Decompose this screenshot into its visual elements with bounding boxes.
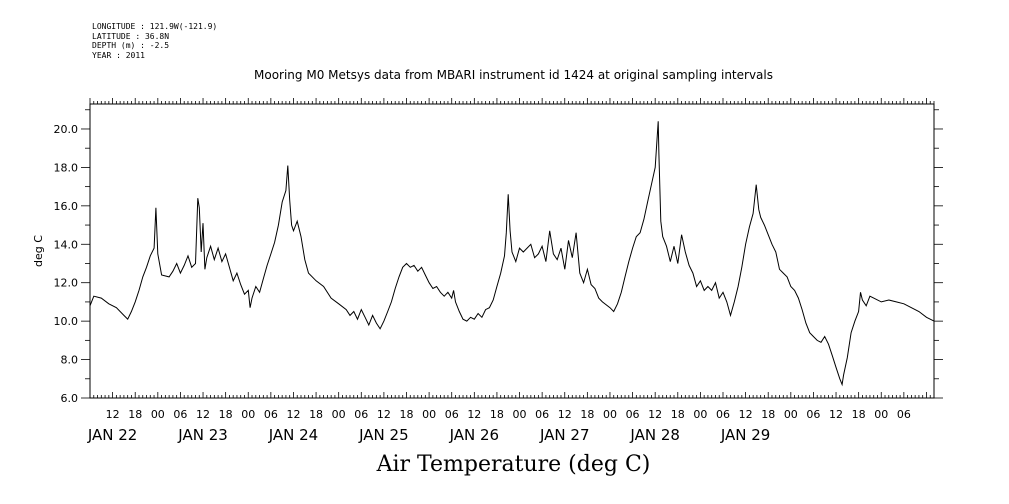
- day-label: JAN 24: [268, 426, 319, 444]
- y-tick-labels: 6.0 8.0 10.0 12.0 14.0 16.0 18.0 20.0: [54, 123, 79, 405]
- day-label: JAN 29: [720, 426, 771, 444]
- x-tick-label: 00: [603, 408, 617, 421]
- x-tick-label: 12: [286, 408, 300, 421]
- chart-title: Mooring M0 Metsys data from MBARI instru…: [254, 68, 773, 82]
- x-tick-label: 12: [106, 408, 120, 421]
- x-tick-label: 06: [806, 408, 820, 421]
- x-tick-label: 18: [128, 408, 142, 421]
- x-tick-label: 12: [377, 408, 391, 421]
- x-tick-label: 18: [400, 408, 414, 421]
- metadata-block: LONGITUDE : 121.9W(-121.9) LATITUDE : 36…: [92, 22, 217, 60]
- x-tick-label: 18: [490, 408, 504, 421]
- x-tick-label: 12: [196, 408, 210, 421]
- y-tick-label: 16.0: [54, 200, 79, 213]
- x-tick-label: 18: [761, 408, 775, 421]
- y-tick-label: 18.0: [54, 161, 79, 174]
- day-label: JAN 28: [629, 426, 680, 444]
- x-tick-label: 00: [422, 408, 436, 421]
- x-tick-label: 18: [852, 408, 866, 421]
- y-tick-label: 8.0: [61, 354, 79, 367]
- x-tick-label: 06: [535, 408, 549, 421]
- y-tick-label: 14.0: [54, 238, 79, 251]
- day-label: JAN 25: [358, 426, 409, 444]
- x-tick-label: 00: [241, 408, 255, 421]
- x-tick-label: 06: [897, 408, 911, 421]
- x-tick-label: 12: [829, 408, 843, 421]
- x-tick-label: 18: [309, 408, 323, 421]
- x-tick-label: 00: [151, 408, 165, 421]
- year-label: YEAR : 2011: [92, 50, 145, 60]
- x-tick-label: 00: [693, 408, 707, 421]
- x-tick-label: 06: [626, 408, 640, 421]
- x-tick-label: 06: [173, 408, 187, 421]
- y-tick-label: 12.0: [54, 277, 79, 290]
- x-tick-label: 00: [513, 408, 527, 421]
- x-tick-label: 06: [354, 408, 368, 421]
- day-label: JAN 26: [449, 426, 500, 444]
- x-tick-label: 12: [739, 408, 753, 421]
- day-labels: JAN 22 JAN 23 JAN 24 JAN 25 JAN 26 JAN 27 JAN …: [87, 426, 771, 444]
- day-label: JAN 27: [539, 426, 590, 444]
- footer-label: Air Temperature (deg C): [376, 452, 651, 477]
- x-tick-label: 18: [219, 408, 233, 421]
- x-tick-label: 12: [558, 408, 572, 421]
- y-tick-label: 10.0: [54, 315, 79, 328]
- x-tick-label: 18: [580, 408, 594, 421]
- x-tick-label: 06: [445, 408, 459, 421]
- x-tick-label: 00: [332, 408, 346, 421]
- x-tick-label: 00: [874, 408, 888, 421]
- x-tick-labels: 12 18 00 06 12 18 00 06 12 18 00 06 12 18 00 06 12 18 00 06…: [106, 408, 911, 421]
- y-axis-label: deg C: [32, 235, 45, 267]
- x-tick-label: 06: [264, 408, 278, 421]
- x-tick-label: 12: [467, 408, 481, 421]
- x-tick-label: 06: [716, 408, 730, 421]
- x-tick-label: 00: [784, 408, 798, 421]
- day-label: JAN 23: [177, 426, 228, 444]
- series-line-air-temperature: [89, 121, 935, 387]
- longitude-label: LONGITUDE : 121.9W(-121.9): [92, 22, 218, 31]
- latitude-label: LATITUDE : 36.8N: [92, 31, 170, 41]
- x-tick-label: 12: [648, 408, 662, 421]
- y-tick-label: 20.0: [54, 123, 79, 136]
- depth-label: DEPTH (m) : -2.5: [92, 41, 170, 50]
- y-tick-label: 6.0: [61, 392, 79, 405]
- x-tick-label: 18: [671, 408, 685, 421]
- day-label: JAN 22: [87, 426, 138, 444]
- plot-frame: [89, 103, 935, 399]
